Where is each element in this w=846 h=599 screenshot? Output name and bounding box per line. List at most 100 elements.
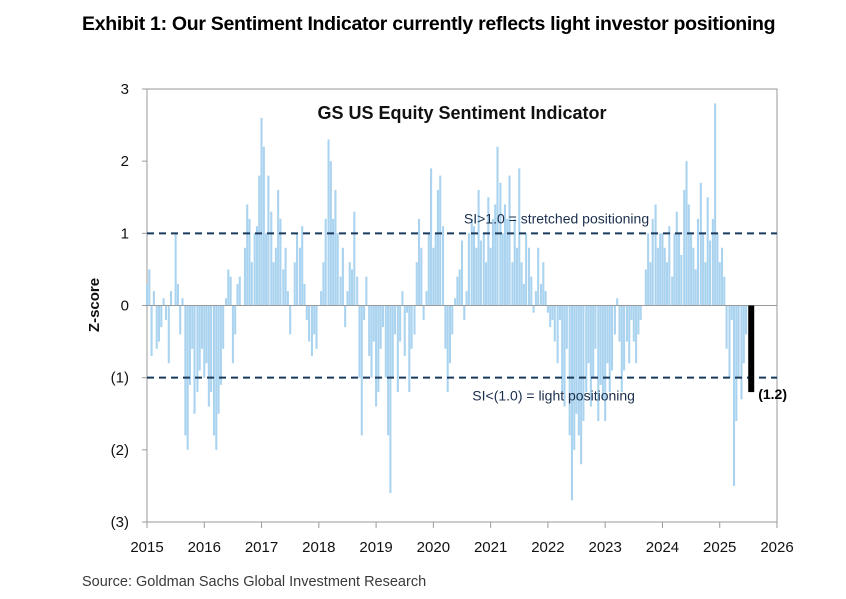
data-bar xyxy=(152,291,155,306)
data-bar xyxy=(692,247,695,306)
data-bar xyxy=(671,276,674,306)
data-bar xyxy=(499,182,502,306)
x-tick-label: 2021 xyxy=(474,539,507,556)
data-bar xyxy=(587,305,590,364)
data-bar xyxy=(381,305,384,328)
data-bar xyxy=(623,305,626,371)
data-bar xyxy=(687,204,690,306)
data-bar xyxy=(246,204,249,306)
data-bar xyxy=(632,305,635,342)
data-bar xyxy=(203,305,206,378)
data-bar xyxy=(694,269,697,306)
data-bar xyxy=(415,262,418,306)
data-bar xyxy=(219,305,222,385)
data-bar xyxy=(377,305,380,393)
data-bar xyxy=(262,146,265,306)
data-bar xyxy=(255,226,258,306)
data-bar xyxy=(616,298,619,306)
data-bar xyxy=(260,117,263,306)
data-bar xyxy=(666,262,669,306)
data-bar xyxy=(422,305,425,320)
data-bar xyxy=(575,305,578,414)
x-tick-label: 2026 xyxy=(760,539,793,556)
data-bar xyxy=(164,305,167,320)
data-bar xyxy=(487,197,490,306)
data-bar xyxy=(344,305,347,328)
data-bar xyxy=(508,175,511,306)
y-tick-label: 0 xyxy=(121,298,129,315)
data-bar xyxy=(148,269,151,306)
data-bar xyxy=(683,190,686,306)
data-bar xyxy=(704,262,707,306)
data-bar xyxy=(298,247,301,306)
data-bar xyxy=(358,305,361,378)
data-bar xyxy=(580,305,583,465)
data-bar xyxy=(348,262,351,306)
data-bar xyxy=(217,305,220,414)
data-bar xyxy=(167,305,170,364)
data-bar xyxy=(503,204,506,306)
data-bar xyxy=(718,262,721,306)
data-bar xyxy=(465,291,468,306)
data-bar xyxy=(158,305,161,342)
data-bar xyxy=(387,305,390,436)
data-bar xyxy=(742,305,745,364)
data-bar xyxy=(389,305,392,494)
data-bar xyxy=(551,305,554,320)
data-bar xyxy=(720,247,724,306)
data-bar xyxy=(558,305,561,320)
data-bar xyxy=(546,305,549,313)
data-bar xyxy=(162,298,165,306)
data-bar xyxy=(661,233,664,306)
data-bar xyxy=(585,305,588,393)
data-bar xyxy=(332,218,335,306)
x-tick-label: 2015 xyxy=(130,539,163,556)
data-bar xyxy=(532,305,535,313)
data-bar xyxy=(654,204,657,306)
data-bar xyxy=(238,276,241,306)
data-bar xyxy=(522,283,525,306)
x-tick-label: 2022 xyxy=(531,539,564,556)
data-bar xyxy=(286,291,289,306)
data-bar xyxy=(506,218,509,306)
data-bar xyxy=(511,262,514,306)
x-tick-label: 2019 xyxy=(359,539,392,556)
data-bar xyxy=(174,233,177,306)
data-bar xyxy=(537,247,540,306)
data-bar xyxy=(601,305,604,400)
data-bar xyxy=(188,305,191,385)
data-bar xyxy=(680,254,683,306)
data-bar xyxy=(225,298,228,306)
data-bar xyxy=(740,305,743,400)
data-bar xyxy=(628,305,631,364)
data-bar xyxy=(515,247,519,306)
data-bar xyxy=(608,305,611,393)
data-bar xyxy=(272,262,275,306)
data-bar xyxy=(518,168,521,306)
data-bar xyxy=(690,233,693,306)
data-bar xyxy=(365,276,368,306)
data-bar xyxy=(363,305,366,320)
data-bar xyxy=(375,305,378,407)
data-bar xyxy=(549,305,552,328)
data-bar xyxy=(145,283,149,306)
data-bar xyxy=(176,283,179,306)
data-bar xyxy=(372,305,375,342)
data-bar xyxy=(446,305,449,393)
data-bar xyxy=(582,305,585,421)
chart-title: GS US Equity Sentiment Indicator xyxy=(317,103,606,123)
data-bar xyxy=(663,247,666,306)
y-tick-label: (2) xyxy=(111,442,129,459)
data-bar xyxy=(229,276,232,306)
data-bar xyxy=(339,276,342,306)
data-bar xyxy=(473,226,476,306)
data-bar xyxy=(310,305,313,357)
data-bar xyxy=(644,269,647,306)
data-bar xyxy=(258,175,261,306)
data-bar xyxy=(463,305,466,320)
data-bar xyxy=(451,305,454,335)
data-bar xyxy=(733,305,736,486)
data-bar xyxy=(489,247,492,306)
data-bar xyxy=(611,305,614,371)
data-bar xyxy=(656,247,659,306)
